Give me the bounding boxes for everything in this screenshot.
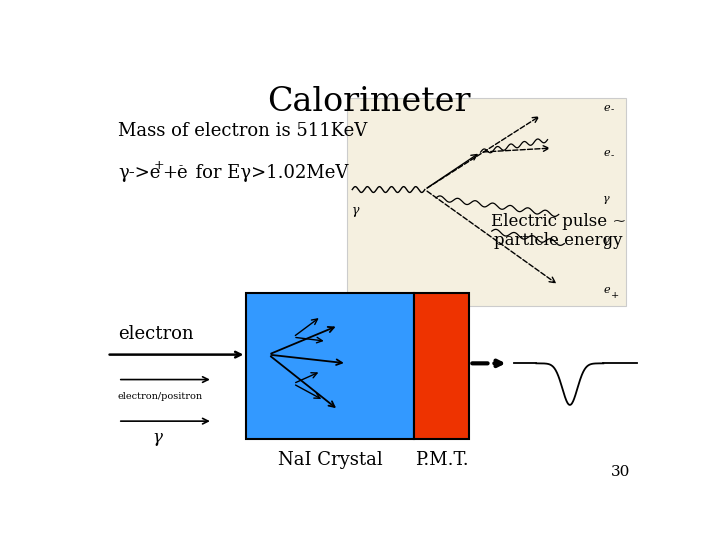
Text: electron/positron: electron/positron: [118, 392, 203, 401]
Text: Calorimeter: Calorimeter: [267, 85, 471, 118]
Text: +: +: [153, 159, 164, 172]
Text: 30: 30: [611, 465, 630, 480]
Text: -: -: [179, 159, 183, 172]
Text: γ: γ: [152, 429, 162, 446]
Bar: [246, 294, 414, 439]
Bar: [413, 294, 469, 439]
Text: γ: γ: [603, 235, 610, 246]
Text: for Eγ>1.02MeV: for Eγ>1.02MeV: [184, 164, 348, 182]
Text: Mass of electron is 511KeV: Mass of electron is 511KeV: [118, 123, 367, 140]
Text: e: e: [603, 103, 610, 112]
Text: +: +: [611, 291, 619, 300]
Bar: [347, 98, 626, 306]
Text: -: -: [611, 106, 614, 114]
Text: NaI Crystal: NaI Crystal: [278, 451, 382, 469]
Text: γ: γ: [352, 205, 360, 218]
Text: electron: electron: [118, 325, 194, 343]
Text: γ->e: γ->e: [118, 164, 161, 182]
Text: P.M.T.: P.M.T.: [415, 451, 468, 469]
Text: e: e: [603, 148, 610, 158]
Text: Electric pulse ~
particle energy: Electric pulse ~ particle energy: [491, 213, 626, 249]
Text: e: e: [603, 286, 610, 295]
Text: γ: γ: [603, 194, 610, 204]
Text: +e: +e: [162, 164, 188, 182]
Text: -: -: [611, 151, 614, 160]
